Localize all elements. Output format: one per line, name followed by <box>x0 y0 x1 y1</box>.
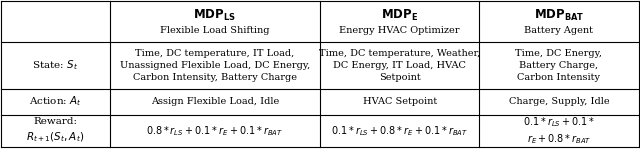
Text: $\mathbf{MDP_{BAT}}$: $\mathbf{MDP_{BAT}}$ <box>534 8 584 23</box>
Text: Assign Flexible Load, Idle: Assign Flexible Load, Idle <box>151 97 279 106</box>
Text: Reward:
$R_{t+1}(S_t, A_t)$: Reward: $R_{t+1}(S_t, A_t)$ <box>26 117 84 144</box>
Text: Action: $A_t$: Action: $A_t$ <box>29 95 82 108</box>
Text: Time, DC temperature, IT Load,
Unassigned Flexible Load, DC Energy,
Carbon Inten: Time, DC temperature, IT Load, Unassigne… <box>120 49 310 82</box>
Text: $0.8 * r_{LS} + 0.1 * r_E + 0.1 * r_{BAT}$: $0.8 * r_{LS} + 0.1 * r_E + 0.1 * r_{BAT… <box>147 124 284 138</box>
Text: $0.1 * r_{LS} + 0.8 * r_E + 0.1 * r_{BAT}$: $0.1 * r_{LS} + 0.8 * r_E + 0.1 * r_{BAT… <box>331 124 468 138</box>
Text: Battery Agent: Battery Agent <box>524 26 593 35</box>
Text: Charge, Supply, Idle: Charge, Supply, Idle <box>509 97 609 106</box>
Text: Flexible Load Shifting: Flexible Load Shifting <box>160 26 269 35</box>
Text: State: $S_t$: State: $S_t$ <box>33 58 79 72</box>
Text: Time, DC temperature, Weather,
DC Energy, IT Load, HVAC
Setpoint: Time, DC temperature, Weather, DC Energy… <box>319 49 480 82</box>
Text: $\mathbf{MDP_E}$: $\mathbf{MDP_E}$ <box>381 8 418 23</box>
Text: HVAC Setpoint: HVAC Setpoint <box>362 97 436 106</box>
Text: $0.1 * r_{LS} + 0.1 *$
$r_E + 0.8 * r_{BAT}$: $0.1 * r_{LS} + 0.1 *$ $r_E + 0.8 * r_{B… <box>523 115 595 146</box>
Text: Energy HVAC Optimizer: Energy HVAC Optimizer <box>339 26 460 35</box>
Text: $\mathbf{MDP_{LS}}$: $\mathbf{MDP_{LS}}$ <box>193 8 236 23</box>
Text: Time, DC Energy,
Battery Charge,
Carbon Intensity: Time, DC Energy, Battery Charge, Carbon … <box>515 49 602 82</box>
